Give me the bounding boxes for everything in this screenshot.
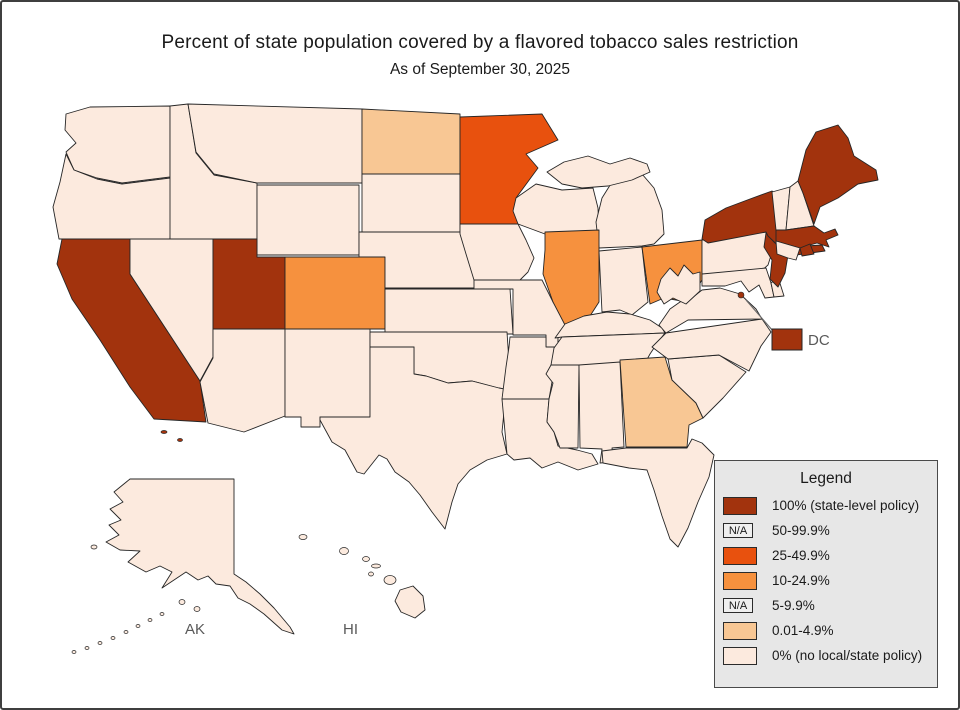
legend-entry-label: 5-9.9% [772, 598, 815, 613]
island-hi [368, 571, 374, 577]
chart-subtitle: As of September 30, 2025 [389, 61, 571, 78]
legend-swatch-cell: N/A [723, 598, 761, 613]
inset-labels: AK HI [185, 621, 358, 638]
island-ak [193, 606, 201, 612]
alaska-inset-label: AK [185, 621, 205, 638]
legend-color-swatch-p10_24 [723, 571, 757, 590]
state-nm [284, 328, 371, 428]
inset-islands-layer [71, 430, 397, 654]
legend-entry-p5_9: N/A 5-9.9% [715, 593, 937, 618]
legend-color-swatch-p100 [723, 496, 757, 515]
island-ak [159, 612, 165, 616]
legend-swatch-cell [723, 621, 761, 640]
island-hi [371, 563, 381, 569]
state-fl [601, 438, 715, 548]
state-co [284, 256, 386, 330]
chart-title: Percent of state population covered by a… [161, 32, 799, 53]
legend-na-swatch-p5_9: N/A [723, 598, 753, 613]
state-md [701, 267, 775, 299]
island-ak [110, 636, 116, 640]
legend-entry-p001_49: 0.01-4.9% [715, 618, 937, 643]
island-ca [160, 430, 168, 434]
legend-swatch-cell [723, 646, 761, 665]
state-wi [512, 183, 600, 235]
legend-entry-p0: 0% (no local/state policy) [715, 643, 937, 668]
hawaii-inset-label: HI [343, 621, 358, 638]
state-hi-big-island [394, 585, 426, 619]
state-ms [545, 364, 580, 449]
state-sd [361, 173, 461, 233]
state-ak [105, 478, 295, 635]
state-wy [256, 184, 360, 256]
island-ak [97, 641, 103, 645]
island-hi [362, 556, 370, 562]
state-ri [799, 243, 815, 257]
island-ak [147, 618, 153, 622]
state-mi [595, 171, 665, 249]
legend-color-swatch-p001_49 [723, 621, 757, 640]
legend-entry-label: 100% (state-level policy) [772, 498, 920, 513]
dc-swatch [771, 328, 803, 351]
states-layer [52, 103, 879, 635]
legend-swatch-cell [723, 571, 761, 590]
island-ak [71, 650, 77, 654]
state-mt [187, 103, 363, 184]
island-ak [123, 630, 129, 634]
legend-entry-label: 0% (no local/state policy) [772, 648, 923, 663]
dc-label: DC [808, 332, 830, 349]
legend-entry-label: 0.01-4.9% [772, 623, 834, 638]
legend-swatch-cell [723, 496, 761, 515]
legend-color-swatch-p25_49 [723, 546, 757, 565]
legend-entry-label: 10-24.9% [772, 573, 830, 588]
legend-entries: 100% (state-level policy) N/A 50-99.9% 25-4… [715, 493, 937, 668]
state-al [578, 361, 625, 464]
state-tx [319, 346, 511, 530]
legend-swatch-cell [723, 546, 761, 565]
dc-location-dot [737, 291, 745, 299]
island-ca [177, 438, 183, 442]
island-hi [339, 547, 349, 555]
state-mi-upper-peninsula [546, 155, 651, 189]
state-ia [459, 223, 535, 281]
legend-entry-label: 50-99.9% [772, 523, 830, 538]
legend-entry-p50_99: N/A 50-99.9% [715, 518, 937, 543]
state-va [658, 287, 763, 334]
legend-na-swatch-p50_99: N/A [723, 523, 753, 538]
dc-leader-line [745, 299, 774, 332]
state-nd [361, 108, 461, 175]
legend-entry-p25_49: 25-49.9% [715, 543, 937, 568]
island-hi [383, 575, 397, 585]
dc-callout: DC [737, 291, 830, 351]
island-ak [90, 544, 98, 550]
legend-entry-p10_24: 10-24.9% [715, 568, 937, 593]
legend-entry-label: 25-49.9% [772, 548, 830, 563]
legend: Legend 100% (state-level policy) N/A 50-99… [714, 460, 938, 688]
legend-title: Legend [800, 470, 852, 487]
state-nc [651, 318, 772, 372]
state-wv [656, 264, 701, 305]
legend-entry-p100: 100% (state-level policy) [715, 493, 937, 518]
island-hi [298, 534, 308, 540]
state-ks [384, 288, 514, 335]
state-ct [775, 240, 801, 261]
state-wa [64, 105, 171, 184]
legend-swatch-cell: N/A [723, 523, 761, 538]
state-me [797, 124, 879, 225]
island-ak [178, 599, 186, 605]
state-in [598, 246, 649, 316]
state-az [199, 328, 286, 433]
island-ak [84, 646, 90, 650]
legend-color-swatch-p0 [723, 646, 757, 665]
island-ak [135, 624, 141, 628]
